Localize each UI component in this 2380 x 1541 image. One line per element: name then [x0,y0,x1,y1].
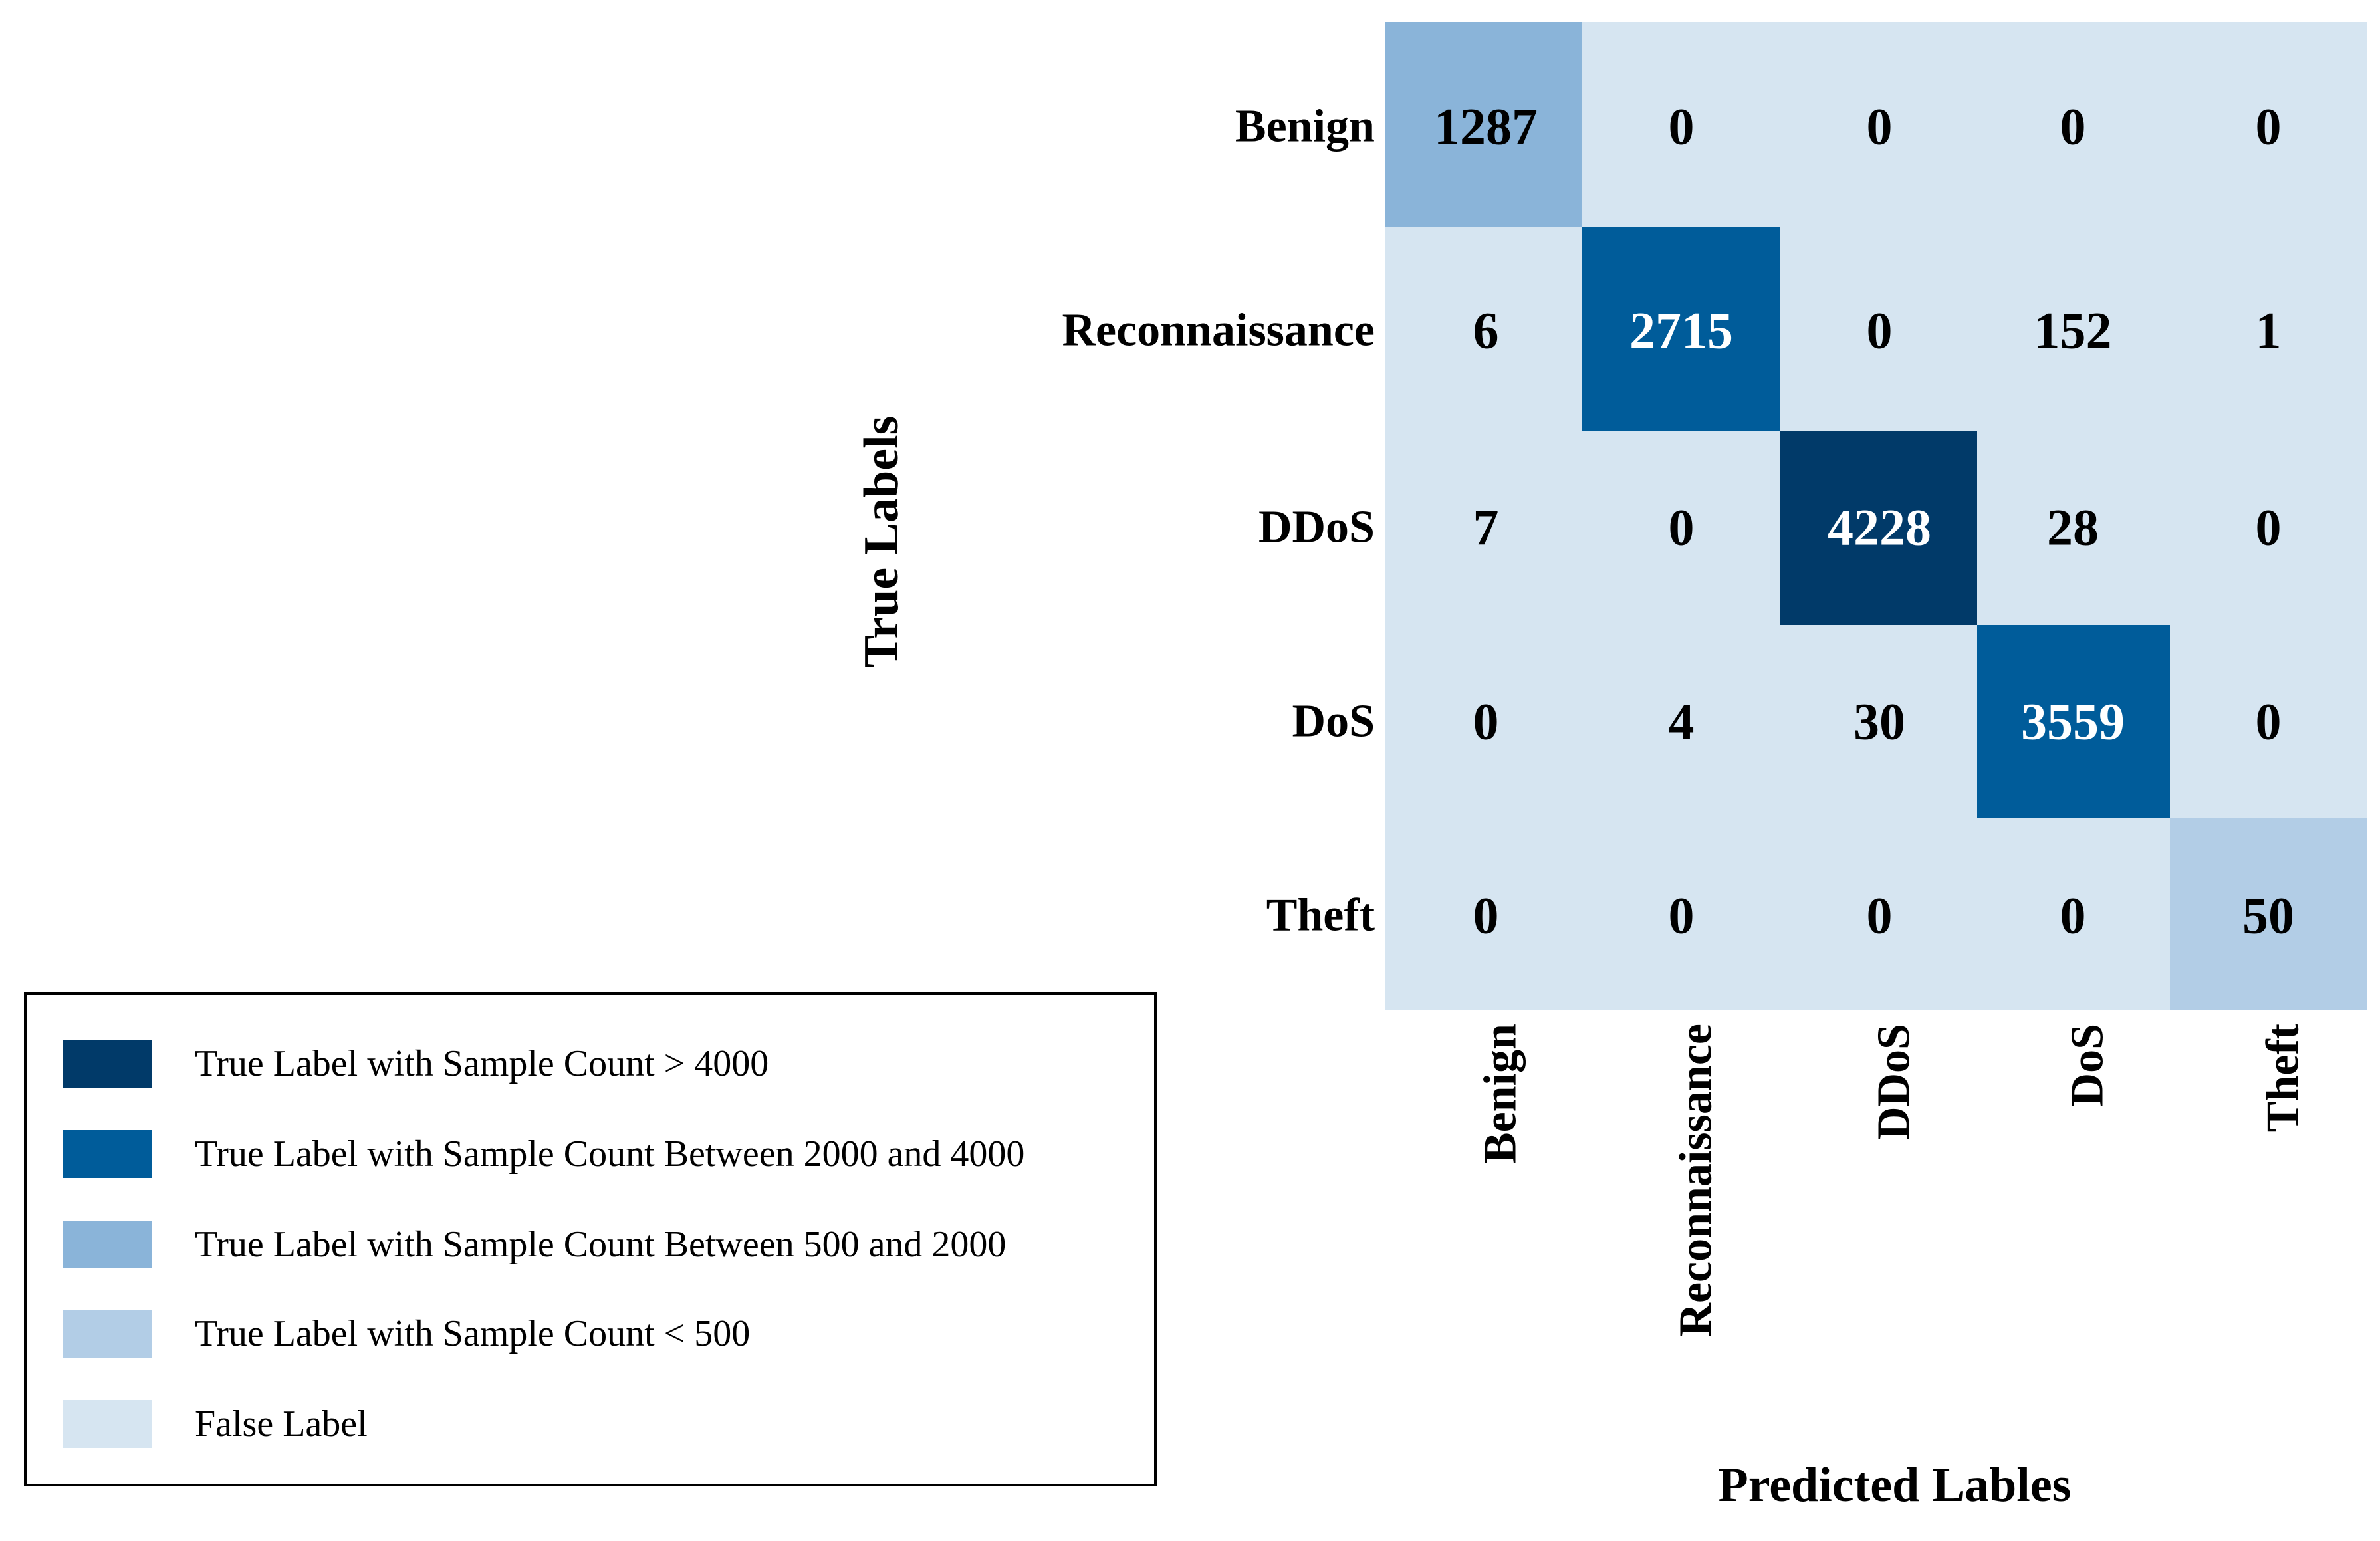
cell-value-4-4: 50 [2242,887,2294,945]
y-tick-label-ddos: DDoS [1258,502,1375,553]
matrix-cell-2-2 [1780,431,1977,625]
legend-swatch-2 [63,1221,152,1268]
cell-value-4-0: 0 [1473,887,1499,945]
cell-value-1-1: 2715 [1629,302,1733,360]
cell-value-2-4: 0 [2256,499,2282,556]
legend-swatch-1 [63,1130,152,1178]
cell-value-4-1: 0 [1669,887,1695,945]
y-tick-label-theft: Theft [1266,890,1375,941]
x-tick-label-ddos: DDoS [1869,1024,1920,1140]
legend-swatch-3 [63,1310,152,1358]
cell-value-4-2: 0 [1867,887,1893,945]
cell-value-2-1: 0 [1669,499,1695,556]
legend-label-3: True Label with Sample Count < 500 [195,1313,750,1354]
cell-value-1-0: 6 [1473,302,1499,360]
x-tick-label-reconnaissance: Reconnaissance [1671,1024,1722,1337]
cell-value-1-3: 152 [2034,302,2112,360]
matrix-cell-3-3 [1977,625,2170,818]
legend-items: True Label with Sample Count > 4000 True … [63,1040,1024,1448]
cell-value-3-1: 4 [1669,693,1695,751]
matrix-cell-1-1 [1582,227,1780,431]
cell-value-4-3: 0 [2060,887,2086,945]
cell-value-3-0: 0 [1473,693,1499,751]
cell-value-3-2: 30 [1853,693,1905,751]
legend-label-1: True Label with Sample Count Between 200… [195,1133,1024,1175]
x-tick-labels: Benign Reconnaissance DDoS DoS Theft [1475,1024,2309,1337]
cell-value-0-2: 0 [1867,98,1893,156]
legend-swatch-0 [63,1040,152,1088]
matrix-cell-4-4 [2170,818,2367,1010]
y-tick-label-benign: Benign [1235,101,1375,152]
x-axis-label: Predicted Lables [1719,1458,2072,1512]
legend-frame [24,992,1157,1486]
matrix-cells [1385,22,2367,1010]
legend-label-4: False Label [195,1403,368,1445]
matrix-cell-0-0 [1385,22,1582,227]
cell-value-0-0: 1287 [1434,98,1538,156]
matrix-cell-values: 1287 0 0 0 0 6 2715 0 152 1 7 0 4228 28 0 0 4 30 3559 0 0 0 0 0… [1434,98,2294,945]
x-tick-label-benign: Benign [1475,1024,1526,1163]
cell-value-0-1: 0 [1669,98,1695,156]
cell-value-3-4: 0 [2256,693,2282,751]
cell-value-2-2: 4228 [1828,499,1931,556]
cell-value-2-3: 28 [2047,499,2099,556]
cell-value-1-2: 0 [1867,302,1893,360]
x-tick-label-dos: DoS [2062,1024,2113,1106]
cell-value-3-3: 3559 [2021,693,2125,751]
cell-value-0-4: 0 [2256,98,2282,156]
legend: True Label with Sample Count > 4000 True … [24,992,1157,1486]
x-tick-label-theft: Theft [2258,1024,2309,1132]
y-tick-labels: Benign Reconnaissance DDoS DoS Theft [1062,101,1375,941]
cell-value-2-0: 7 [1473,499,1499,556]
legend-label-0: True Label with Sample Count > 4000 [195,1043,769,1084]
cell-value-1-4: 1 [2256,302,2282,360]
y-tick-label-reconnaissance: Reconnaissance [1062,305,1375,356]
cell-value-0-3: 0 [2060,98,2086,156]
legend-swatch-4 [63,1400,152,1448]
y-axis-label: True Labels [854,416,909,668]
y-tick-label-dos: DoS [1292,696,1375,747]
legend-label-2: True Label with Sample Count Between 500… [195,1224,1006,1265]
